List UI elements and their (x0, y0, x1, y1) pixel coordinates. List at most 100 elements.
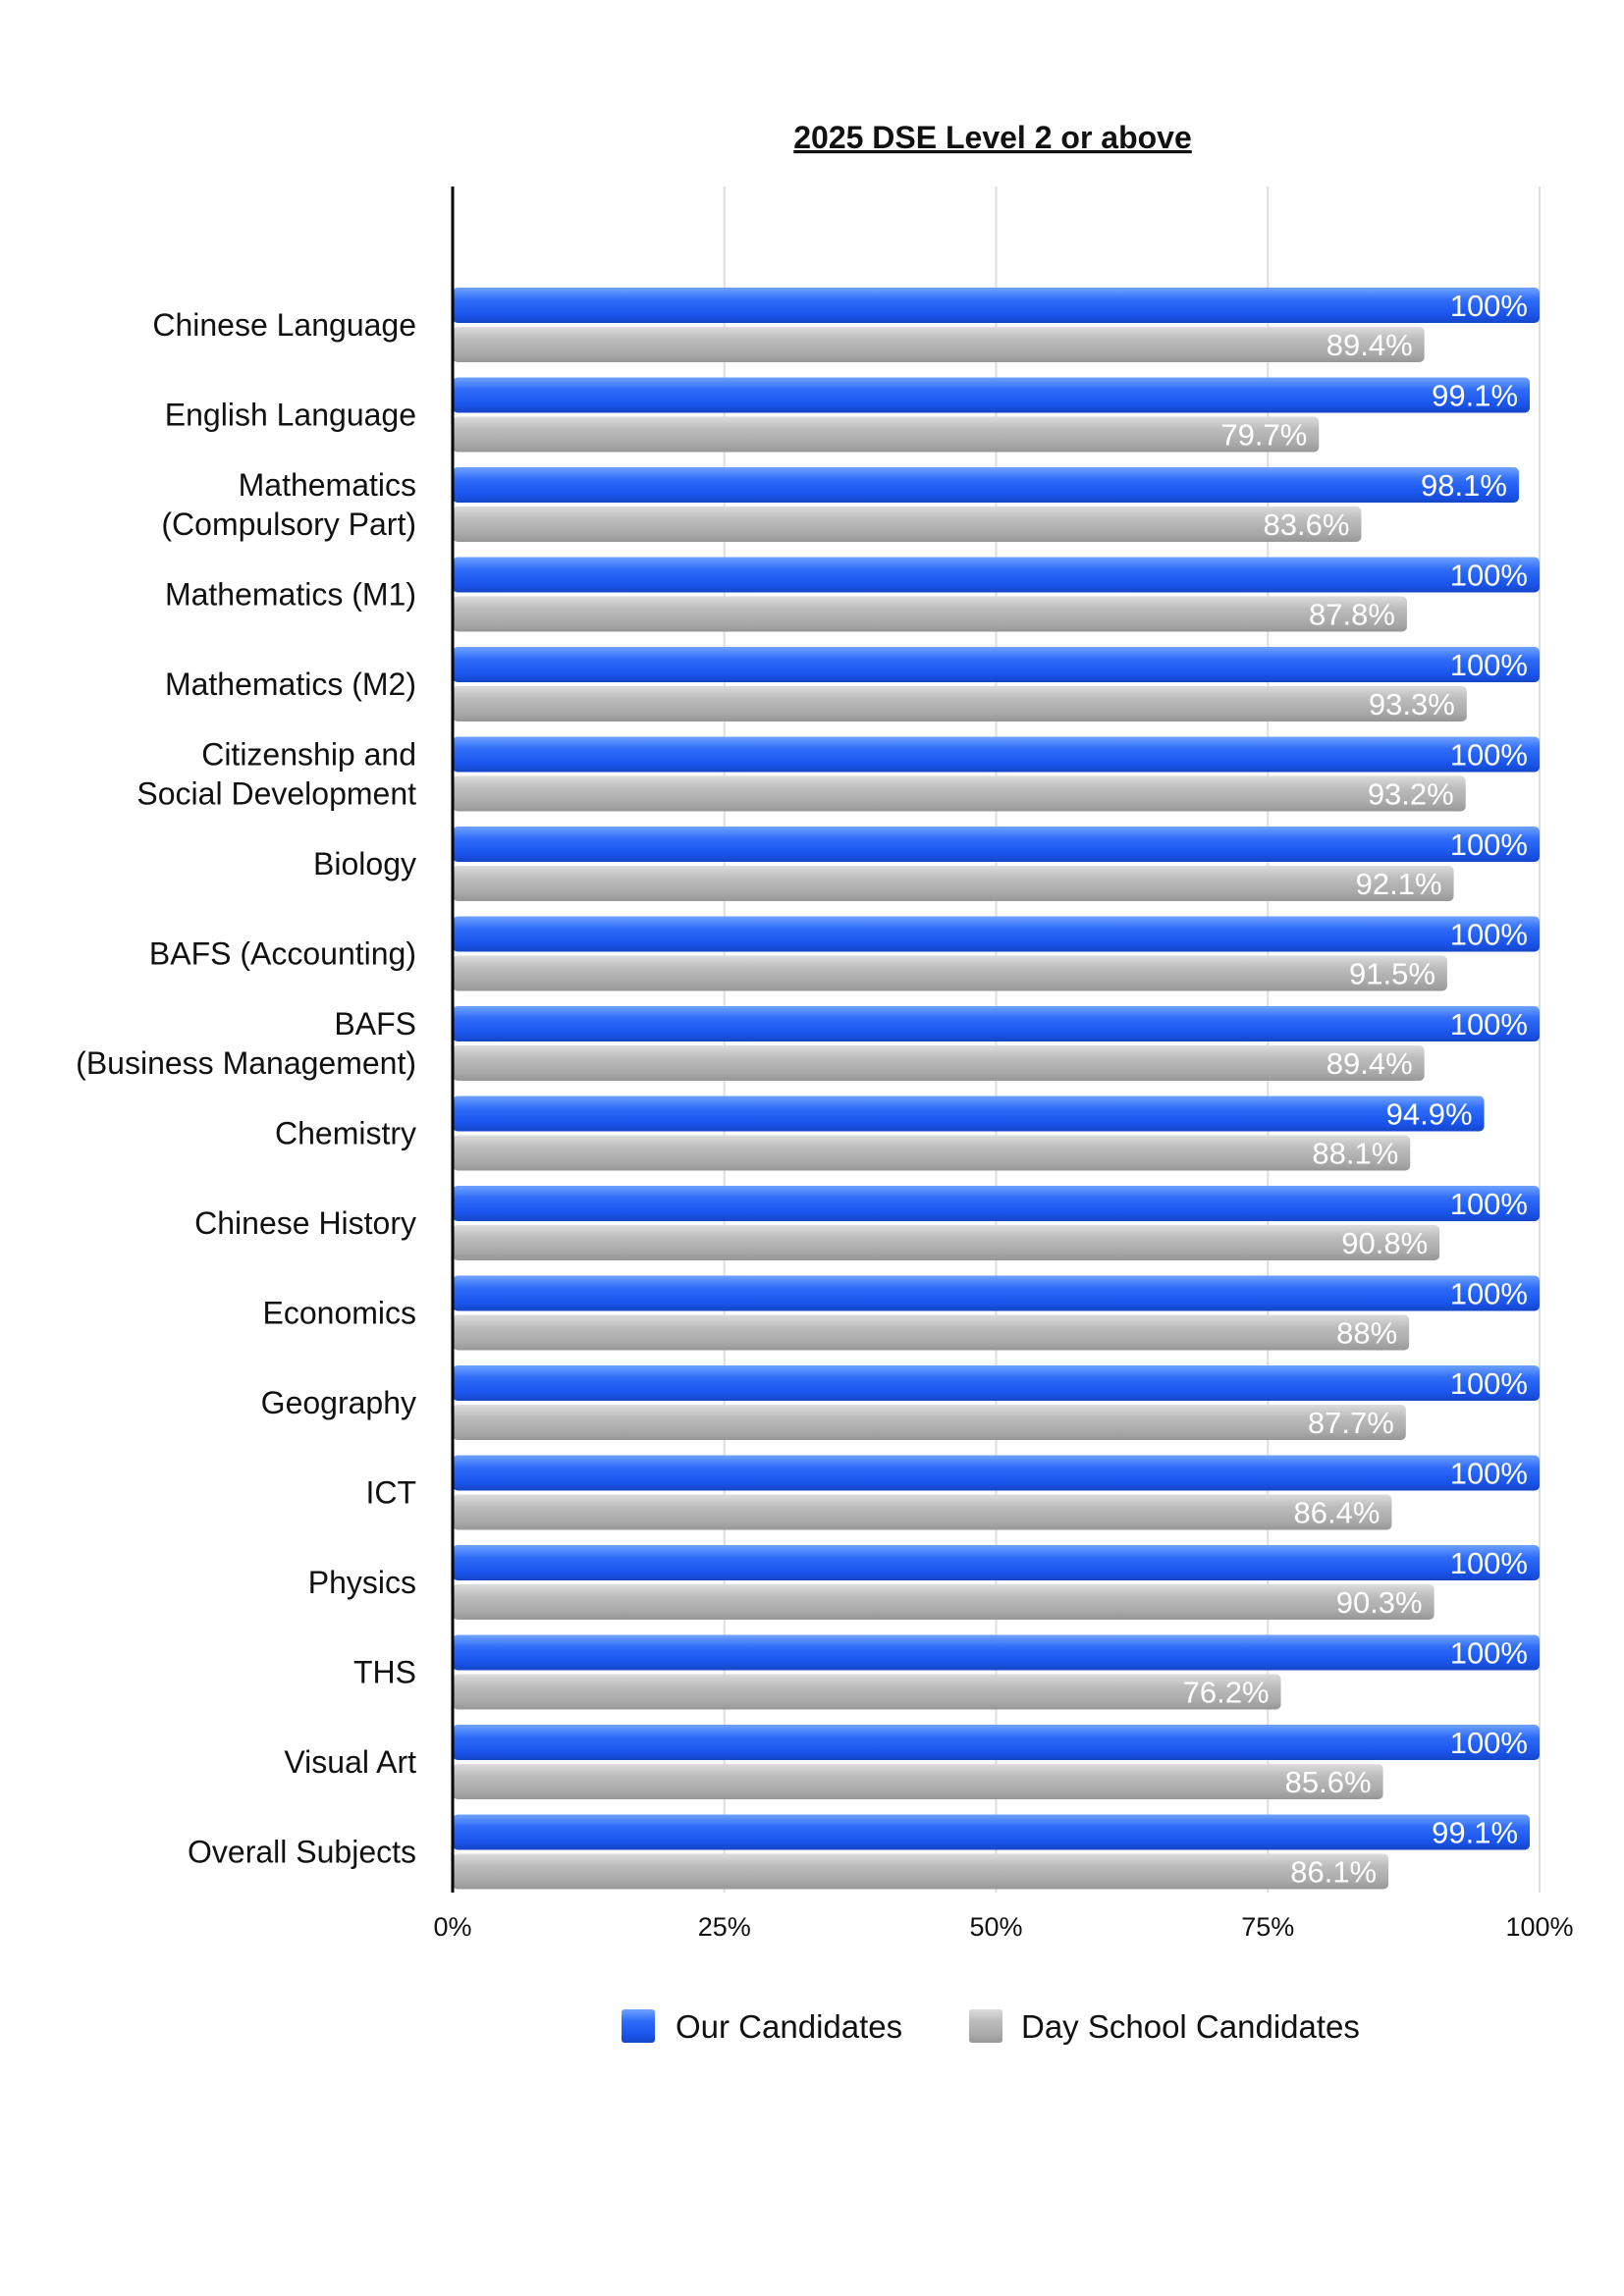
bar-our-candidates (453, 827, 1540, 862)
bar-our-candidates (453, 1455, 1540, 1491)
data-label: 100% (1450, 1187, 1528, 1221)
category-label-line: Social Development (136, 776, 416, 812)
data-label: 83.6% (1264, 507, 1350, 542)
category-label-line: (Compulsory Part) (161, 507, 416, 542)
data-label: 87.7% (1308, 1406, 1394, 1440)
bar-day-school-candidates (453, 866, 1454, 901)
bar-our-candidates (453, 1634, 1540, 1671)
category-label-line: Biology (313, 846, 416, 881)
bar-day-school-candidates (453, 1764, 1383, 1799)
category-label: BAFS (Accounting) (149, 936, 416, 972)
bar-day-school-candidates (453, 1135, 1411, 1171)
data-label: 92.1% (1356, 867, 1442, 901)
category-label: Chemistry (275, 1116, 416, 1151)
category-label-line: Chinese Language (152, 307, 416, 343)
category-label-line: Overall Subjects (188, 1835, 416, 1870)
bar-day-school-candidates (453, 507, 1362, 542)
data-label: 100% (1450, 1457, 1528, 1491)
legend-swatch-our-candidates (622, 2009, 655, 2043)
data-label: 100% (1450, 1726, 1528, 1760)
data-label: 88% (1336, 1316, 1397, 1351)
bar-day-school-candidates (453, 596, 1407, 632)
data-label: 93.2% (1368, 777, 1454, 812)
category-label: Visual Art (284, 1744, 416, 1780)
category-label: Chinese Language (152, 307, 416, 343)
category-label: Physics (308, 1565, 416, 1600)
category-label: Biology (313, 846, 416, 881)
category-label: English Language (165, 398, 416, 433)
category-label-line: Physics (308, 1565, 416, 1600)
bar-our-candidates (453, 1006, 1540, 1041)
category-label-line: THS (353, 1655, 416, 1690)
data-label: 100% (1450, 738, 1528, 773)
data-label: 93.3% (1369, 687, 1455, 721)
data-label: 89.4% (1326, 1046, 1413, 1081)
bar-day-school-candidates (453, 1405, 1406, 1440)
data-label: 100% (1450, 289, 1528, 323)
bar-day-school-candidates (453, 1584, 1435, 1620)
data-label: 99.1% (1432, 379, 1518, 413)
bar-our-candidates (453, 1186, 1540, 1221)
bar-our-candidates (453, 377, 1531, 413)
category-label-line: Chemistry (275, 1116, 416, 1151)
category-label: Mathematics (M1) (165, 577, 416, 613)
category-label: Chinese History (194, 1205, 416, 1241)
category-label: Geography (261, 1385, 416, 1420)
x-tick-label: 75% (1241, 1912, 1294, 1942)
category-label: Mathematics (M2) (165, 667, 416, 702)
data-label: 99.1% (1432, 1816, 1518, 1850)
category-label-line: (Business Management) (76, 1045, 416, 1081)
data-label: 87.8% (1309, 598, 1395, 632)
bar-our-candidates (453, 467, 1519, 503)
data-label: 100% (1450, 559, 1528, 593)
bar-our-candidates (453, 288, 1540, 323)
data-label: 89.4% (1326, 328, 1413, 362)
category-label-line: Mathematics (239, 467, 416, 503)
bar-our-candidates (453, 1365, 1540, 1401)
data-label: 86.4% (1294, 1496, 1380, 1530)
category-label: Citizenship and Social Development (136, 737, 416, 812)
category-label-line: Mathematics (M2) (165, 667, 416, 702)
data-label: 90.8% (1341, 1226, 1428, 1260)
category-label-line: Citizenship and (201, 737, 416, 773)
bar-day-school-candidates (453, 1314, 1410, 1351)
chart-title: 2025 DSE Level 2 or above (793, 120, 1192, 155)
legend-swatch-day-school-candidates (969, 2009, 1002, 2043)
bar-day-school-candidates (453, 686, 1467, 721)
data-label: 94.9% (1386, 1097, 1473, 1132)
category-label: THS (353, 1655, 416, 1690)
bar-our-candidates (453, 647, 1540, 682)
category-label-line: BAFS (Accounting) (149, 936, 416, 972)
bar-our-candidates (453, 1545, 1540, 1580)
category-label: Overall Subjects (188, 1835, 416, 1870)
x-tick-label: 50% (969, 1912, 1022, 1942)
data-label: 100% (1450, 918, 1528, 952)
category-label-line: Visual Art (284, 1744, 416, 1780)
category-label: Mathematics (Compulsory Part) (161, 467, 416, 542)
bar-our-candidates (453, 557, 1540, 593)
data-label: 100% (1450, 1366, 1528, 1401)
bar-day-school-candidates (453, 1853, 1389, 1890)
bar-layer: 100% 89.4% 99.1% 79.7% 98.1% 83.6% 100% 87.8% 10… (453, 288, 1540, 1890)
x-axis-tick-layer: 0% 25% 50% 75% 100% (433, 1912, 1573, 1942)
data-label: 88.1% (1312, 1137, 1398, 1171)
data-label: 98.1% (1421, 468, 1507, 503)
bar-day-school-candidates (453, 955, 1447, 991)
bar-our-candidates (453, 736, 1540, 773)
bar-day-school-candidates (453, 327, 1425, 362)
category-label-line: Economics (263, 1296, 417, 1331)
legend-label: Our Candidates (676, 2008, 902, 2045)
bar-our-candidates (453, 1275, 1540, 1311)
data-label: 85.6% (1285, 1765, 1372, 1799)
data-label: 100% (1450, 648, 1528, 682)
bar-day-school-candidates (453, 1674, 1281, 1710)
data-label: 100% (1450, 1007, 1528, 1041)
category-label-line: ICT (365, 1475, 416, 1511)
bar-day-school-candidates (453, 1494, 1392, 1530)
category-label: ICT (365, 1475, 416, 1511)
data-label: 91.5% (1349, 957, 1435, 991)
bar-our-candidates (453, 1814, 1531, 1850)
data-label: 100% (1450, 1636, 1528, 1671)
x-tick-label: 100% (1505, 1912, 1573, 1942)
